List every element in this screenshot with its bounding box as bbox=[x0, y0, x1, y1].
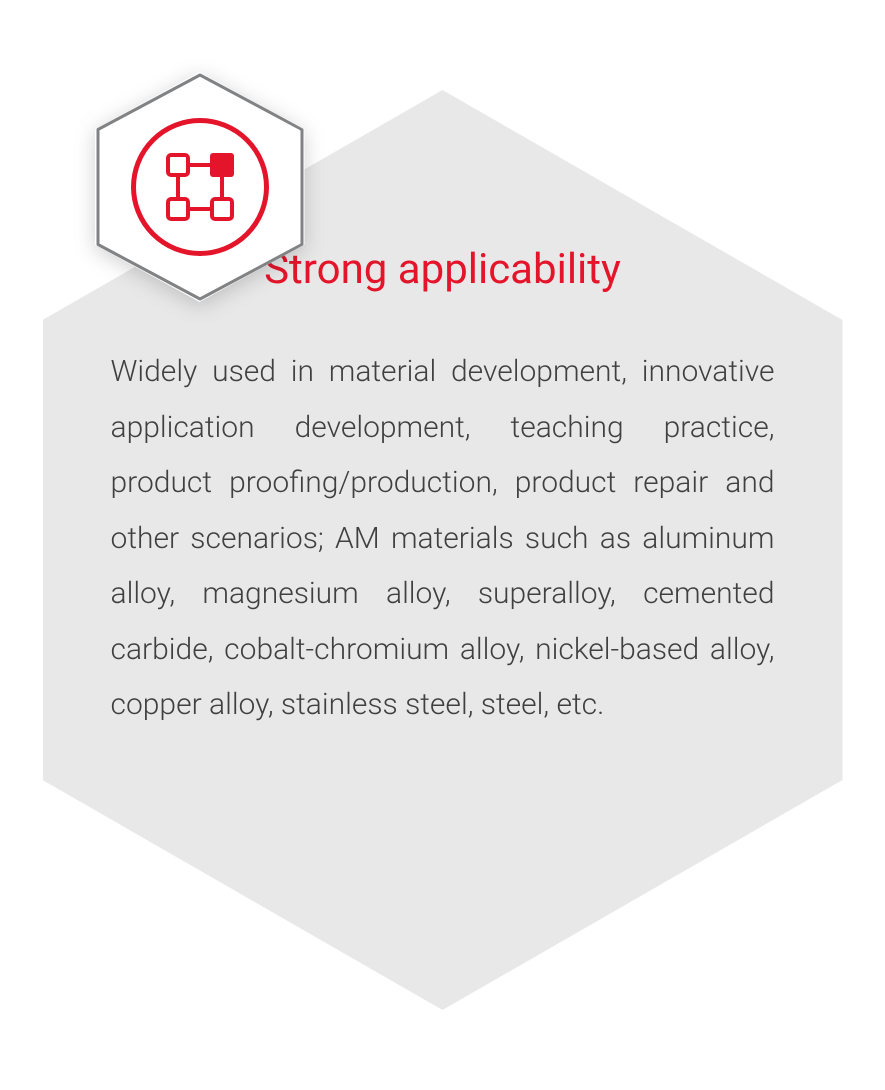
network-nodes-icon bbox=[163, 150, 237, 224]
card-body-text: Widely used in material development, inn… bbox=[63, 344, 823, 733]
info-card: Strong applicability Widely used in mate… bbox=[43, 90, 843, 1010]
icon-hexagon-badge bbox=[95, 72, 305, 302]
card-title: Strong applicability bbox=[264, 245, 621, 294]
icon-circle bbox=[131, 118, 269, 256]
